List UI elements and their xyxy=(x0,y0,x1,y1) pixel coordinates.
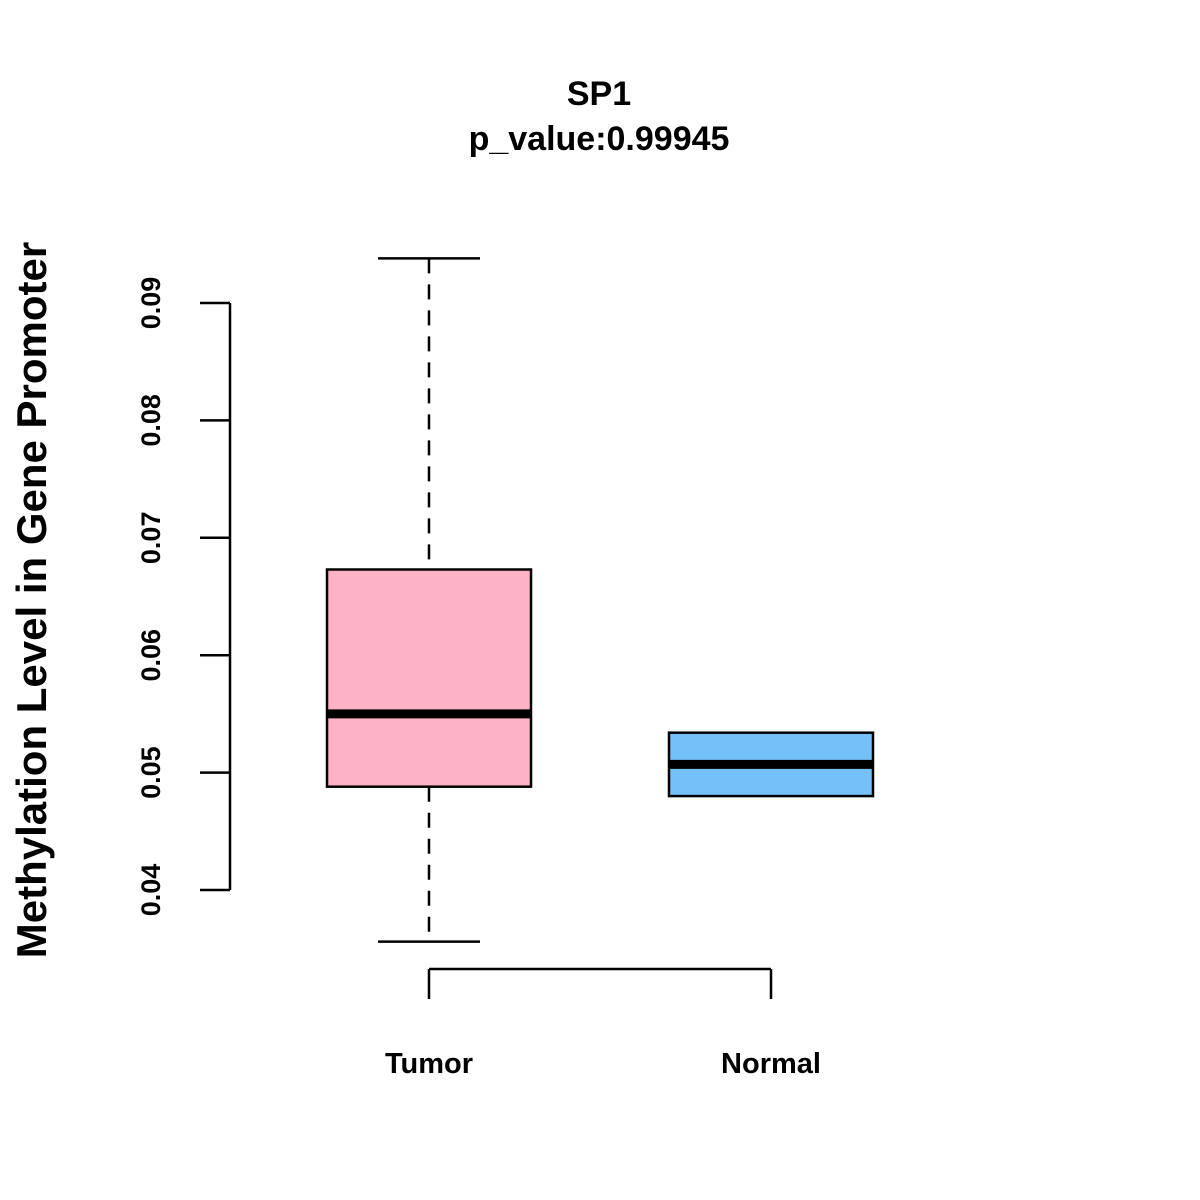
box-tumor xyxy=(325,257,533,943)
y-tick-label: 0.09 xyxy=(136,277,166,330)
chart-subtitle: p_value:0.99945 xyxy=(469,120,730,158)
y-tick-label: 0.05 xyxy=(136,746,166,799)
x-axis: Tumor Normal xyxy=(385,967,821,1080)
y-axis: 0.04 0.05 0.06 0.07 0.08 0.09 xyxy=(136,277,232,917)
y-axis-label: Methylation Level in Gene Promoter xyxy=(8,242,55,958)
y-tick-label: 0.08 xyxy=(136,394,166,447)
x-tick-label: Tumor xyxy=(385,1048,473,1080)
y-tick-label: 0.07 xyxy=(136,512,166,565)
y-tick-label: 0.06 xyxy=(136,629,166,682)
chart-title: SP1 xyxy=(567,75,631,113)
box-iqr xyxy=(325,568,533,788)
box-normal xyxy=(667,731,875,798)
boxes-group xyxy=(325,257,875,943)
y-tick-label: 0.04 xyxy=(136,864,166,917)
x-tick-label: Normal xyxy=(721,1048,821,1080)
